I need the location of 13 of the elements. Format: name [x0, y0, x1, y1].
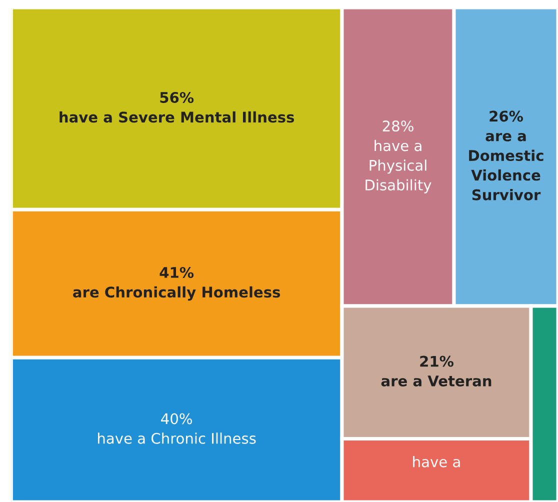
data-label: 40% [161, 413, 192, 424]
category-label: are a Veteran [381, 376, 492, 386]
data-label: 56% [160, 92, 194, 103]
data-label: 28% [382, 120, 414, 132]
data-label: 26% [490, 110, 523, 122]
data-label: 41% [160, 266, 194, 278]
category-label: have a [413, 456, 460, 468]
category-label: have a Chronic Illness [98, 432, 256, 444]
category-label: have a Severe Mental Illness [60, 111, 294, 123]
category-label: have a Physical Disability [366, 140, 432, 194]
data-label: 21% [420, 356, 454, 367]
category-label: are a Domestic Violence Survivor [469, 132, 544, 200]
category-label: are Chronically Homeless [73, 286, 280, 301]
